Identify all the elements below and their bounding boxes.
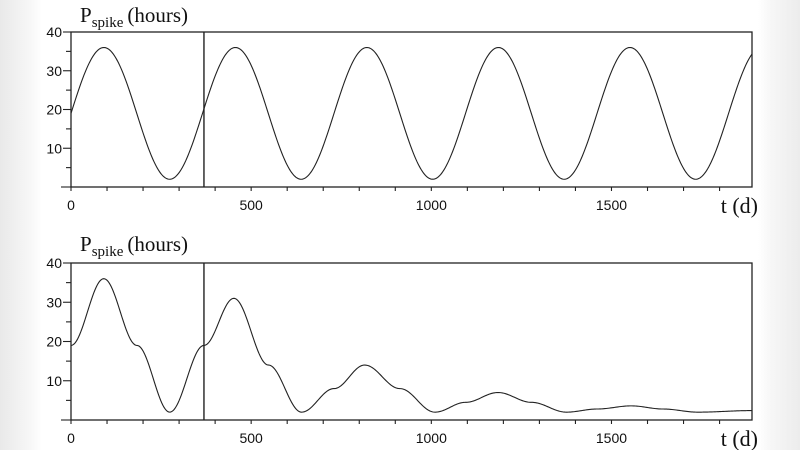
bottom-panel-y-tick-labels: 10 20 30 40 bbox=[46, 255, 62, 389]
top-panel-y-axis-title: Pspike (hours) bbox=[80, 3, 188, 31]
top-panel-frame bbox=[70, 31, 753, 188]
bottom-panel-frame bbox=[70, 262, 753, 421]
x-tick-label: 1000 bbox=[416, 430, 447, 446]
bottom-panel-x-tick-labels: 0 500 1000 1500 bbox=[67, 430, 627, 446]
x-tick-label: 500 bbox=[239, 430, 263, 446]
top-panel-y-tick-labels: 10 20 30 40 bbox=[46, 24, 62, 156]
bottom-panel-y-axis-title: Pspike (hours) bbox=[80, 232, 188, 260]
y-tick-label: 30 bbox=[46, 63, 62, 79]
top-panel-x-tick-labels: 0 500 1000 1500 bbox=[67, 197, 627, 213]
top-panel-x-axis-label: t (d) bbox=[721, 193, 758, 218]
bottom-panel: Pspike (hours) 10 20 30 40 0 500 1000 150… bbox=[46, 232, 758, 450]
x-tick-label: 1000 bbox=[416, 197, 447, 213]
top-panel-curve bbox=[70, 46, 753, 180]
x-tick-label: 500 bbox=[239, 197, 263, 213]
y-tick-label: 10 bbox=[46, 140, 62, 156]
top-panel-ticks bbox=[61, 31, 721, 191]
x-tick-label: 0 bbox=[67, 430, 75, 446]
bottom-panel-x-axis-label: t (d) bbox=[721, 426, 758, 450]
y-tick-label: 40 bbox=[46, 24, 62, 40]
y-tick-label: 20 bbox=[46, 102, 62, 118]
x-tick-label: 0 bbox=[67, 197, 75, 213]
x-tick-label: 1500 bbox=[596, 197, 627, 213]
y-tick-label: 30 bbox=[46, 294, 62, 310]
x-tick-label: 1500 bbox=[596, 430, 627, 446]
y-tick-label: 10 bbox=[46, 373, 62, 389]
y-tick-label: 40 bbox=[46, 255, 62, 271]
bottom-panel-curve bbox=[70, 278, 752, 413]
bottom-panel-ticks bbox=[61, 262, 721, 424]
top-panel: Pspike (hours) 10 20 30 40 0 500 1000 150… bbox=[46, 3, 758, 218]
y-tick-label: 20 bbox=[46, 334, 62, 350]
